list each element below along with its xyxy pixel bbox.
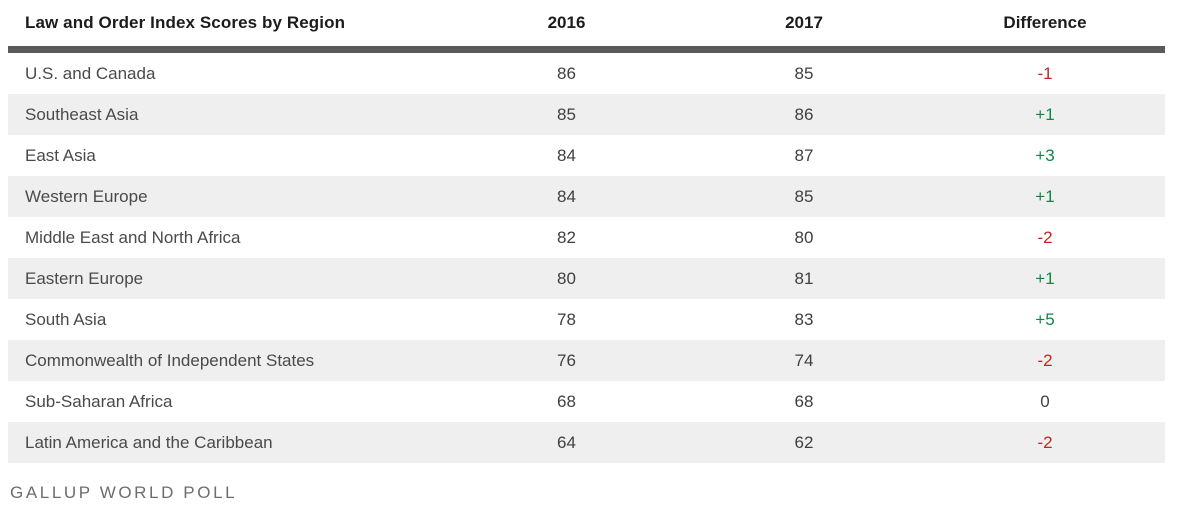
score-2016-cell: 84 bbox=[557, 186, 576, 206]
score-2016-cell: 76 bbox=[557, 350, 576, 370]
table-row: Latin America and the Caribbean 64 62 -2 bbox=[8, 422, 1165, 463]
table-row: Commonwealth of Independent States 76 74… bbox=[8, 340, 1165, 381]
region-cell: East Asia bbox=[25, 145, 96, 165]
region-cell: Eastern Europe bbox=[25, 268, 144, 288]
score-2017-cell: 83 bbox=[794, 309, 814, 329]
table-row: Southeast Asia 85 86 +1 bbox=[8, 94, 1165, 135]
score-2017-cell: 86 bbox=[794, 104, 814, 124]
score-2017-cell: 85 bbox=[794, 186, 814, 206]
score-2017-cell: 62 bbox=[794, 432, 814, 452]
score-2016-cell: 64 bbox=[557, 432, 576, 452]
table-row: Sub-Saharan Africa 68 68 0 bbox=[8, 381, 1165, 422]
score-2016-cell: 84 bbox=[557, 145, 576, 165]
column-header-2017: 2017 bbox=[785, 13, 823, 32]
score-2017-cell: 80 bbox=[794, 227, 814, 247]
column-header-2016: 2016 bbox=[547, 13, 586, 32]
region-cell: Sub-Saharan Africa bbox=[25, 391, 173, 411]
score-2016-cell: 85 bbox=[557, 104, 576, 124]
difference-cell: +1 bbox=[1035, 104, 1055, 124]
difference-cell: -2 bbox=[1037, 350, 1053, 370]
table-row: South Asia 78 83 +5 bbox=[8, 299, 1165, 340]
region-cell: U.S. and Canada bbox=[25, 63, 156, 83]
region-cell: Middle East and North Africa bbox=[25, 227, 241, 247]
region-cell: Commonwealth of Independent States bbox=[25, 350, 315, 370]
region-cell: Latin America and the Caribbean bbox=[25, 432, 273, 452]
difference-cell: -1 bbox=[1037, 63, 1053, 83]
table-row: Middle East and North Africa 82 80 -2 bbox=[8, 217, 1165, 258]
region-cell: South Asia bbox=[25, 309, 107, 329]
difference-cell: +1 bbox=[1035, 186, 1055, 206]
score-2017-cell: 74 bbox=[794, 350, 814, 370]
region-cell: Southeast Asia bbox=[25, 104, 139, 124]
score-2017-cell: 85 bbox=[794, 63, 814, 83]
table-title: Law and Order Index Scores by Region bbox=[25, 13, 346, 32]
table-row: Eastern Europe 80 81 +1 bbox=[8, 258, 1165, 299]
score-2016-cell: 86 bbox=[557, 63, 576, 83]
table-header-row: Law and Order Index Scores by Region 201… bbox=[8, 0, 1165, 46]
table-body: U.S. and Canada 86 85 -1 Southeast Asia … bbox=[8, 53, 1165, 463]
source-attribution: GALLUP WORLD POLL bbox=[10, 483, 238, 502]
score-2017-cell: 87 bbox=[794, 145, 814, 165]
table-row: East Asia 84 87 +3 bbox=[8, 135, 1165, 176]
difference-cell: +5 bbox=[1035, 309, 1055, 329]
difference-cell: 0 bbox=[1040, 391, 1050, 411]
score-2017-cell: 68 bbox=[794, 391, 814, 411]
score-2017-cell: 81 bbox=[794, 268, 814, 288]
region-cell: Western Europe bbox=[25, 186, 148, 206]
score-2016-cell: 82 bbox=[557, 227, 576, 247]
law-and-order-index-table: Law and Order Index Scores by Region 201… bbox=[8, 0, 1165, 463]
score-2016-cell: 78 bbox=[557, 309, 576, 329]
difference-cell: +3 bbox=[1035, 145, 1055, 165]
score-2016-cell: 68 bbox=[557, 391, 576, 411]
difference-cell: -2 bbox=[1037, 227, 1053, 247]
score-2016-cell: 80 bbox=[557, 268, 576, 288]
column-header-difference: Difference bbox=[1003, 13, 1087, 32]
difference-cell: +1 bbox=[1035, 268, 1055, 288]
difference-cell: -2 bbox=[1037, 432, 1053, 452]
table-row: Western Europe 84 85 +1 bbox=[8, 176, 1165, 217]
header-rule-divider bbox=[8, 46, 1165, 53]
table-row: U.S. and Canada 86 85 -1 bbox=[8, 53, 1165, 94]
